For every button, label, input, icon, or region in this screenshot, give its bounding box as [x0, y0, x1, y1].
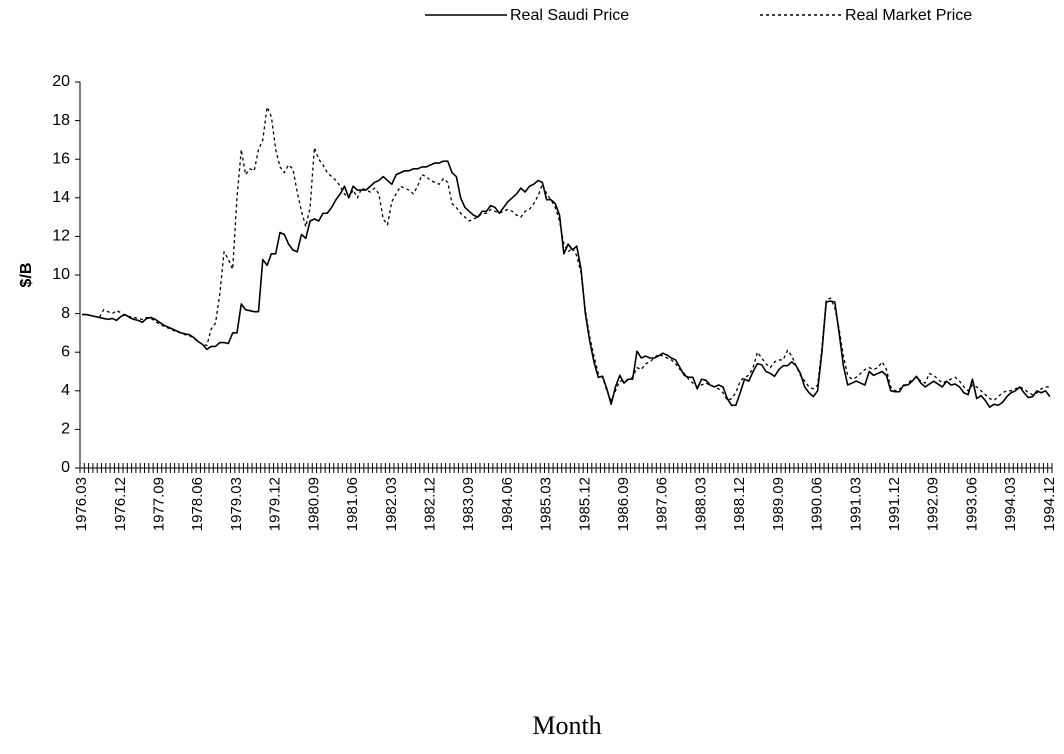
x-tick-label: 1976.12 [112, 477, 129, 531]
y-tick-label: 14 [52, 189, 70, 206]
x-tick-label: 1978.06 [189, 477, 206, 531]
y-tick-label: 16 [52, 150, 70, 167]
legend-label: Real Saudi Price [510, 7, 629, 24]
x-axis-label: Month [532, 711, 601, 740]
series-line [82, 160, 1051, 408]
y-tick-label: 10 [52, 266, 70, 283]
x-tick-label: 1984.06 [499, 477, 516, 531]
x-tick-label: 1985.03 [538, 477, 555, 531]
y-tick-label: 0 [61, 459, 70, 476]
x-tick-label: 1976.03 [73, 477, 90, 531]
x-tick-label: 1982.12 [421, 477, 438, 531]
y-tick-label: 4 [61, 382, 70, 399]
x-tick-label: 1992.09 [925, 477, 942, 531]
x-tick-label: 1994.12 [1041, 477, 1058, 531]
y-tick-label: 6 [61, 343, 70, 360]
x-tick-label: 1977.09 [151, 477, 168, 531]
x-tick-label: 1988.03 [692, 477, 709, 531]
series-line [82, 106, 1050, 402]
x-tick-label: 1986.09 [615, 477, 632, 531]
x-tick-label: 1988.12 [731, 477, 748, 531]
x-tick-label: 1980.09 [305, 477, 322, 531]
x-tick-label: 1991.12 [886, 477, 903, 531]
x-tick-label: 1994.03 [1002, 477, 1019, 531]
x-tick-label: 1989.09 [770, 477, 787, 531]
y-axis-label: $/B [18, 263, 35, 288]
x-tick-label: 1991.03 [847, 477, 864, 531]
y-tick-label: 8 [61, 305, 70, 322]
legend-label: Real Market Price [845, 7, 972, 24]
x-tick-label: 1983.09 [460, 477, 477, 531]
y-tick-label: 20 [52, 73, 70, 90]
x-tick-label: 1979.12 [267, 477, 284, 531]
x-tick-label: 1987.06 [654, 477, 671, 531]
y-tick-label: 2 [61, 421, 70, 438]
y-tick-label: 18 [52, 112, 70, 129]
x-tick-label: 1981.06 [344, 477, 361, 531]
x-tick-label: 1979.03 [228, 477, 245, 531]
x-tick-label: 1982.03 [383, 477, 400, 531]
x-tick-label: 1985.12 [576, 477, 593, 531]
x-tick-label: 1990.06 [809, 477, 826, 531]
x-tick-label: 1993.06 [963, 477, 980, 531]
y-tick-label: 12 [52, 228, 70, 245]
